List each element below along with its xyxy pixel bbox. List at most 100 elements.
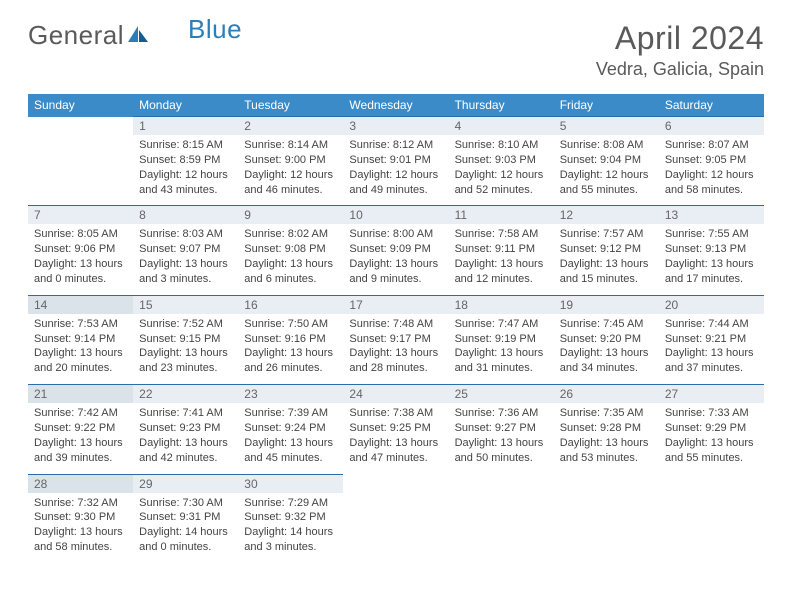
day-content: Sunrise: 7:55 AMSunset: 9:13 PMDaylight:… — [659, 224, 764, 294]
title-block: April 2024 Vedra, Galicia, Spain — [596, 20, 764, 80]
day-header: Tuesday — [238, 94, 343, 117]
page-header: General Blue April 2024 Vedra, Galicia, … — [28, 20, 764, 80]
day-header: Monday — [133, 94, 238, 117]
day-number: 10 — [343, 206, 448, 224]
day-number: 6 — [659, 117, 764, 135]
day-header: Sunday — [28, 94, 133, 117]
day-content: Sunrise: 7:44 AMSunset: 9:21 PMDaylight:… — [659, 314, 764, 384]
day-content: Sunrise: 8:14 AMSunset: 9:00 PMDaylight:… — [238, 135, 343, 205]
day-cell: 17Sunrise: 7:48 AMSunset: 9:17 PMDayligh… — [343, 295, 448, 384]
day-cell: 30Sunrise: 7:29 AMSunset: 9:32 PMDayligh… — [238, 474, 343, 563]
day-header: Wednesday — [343, 94, 448, 117]
day-cell: 23Sunrise: 7:39 AMSunset: 9:24 PMDayligh… — [238, 385, 343, 474]
week-row: 21Sunrise: 7:42 AMSunset: 9:22 PMDayligh… — [28, 385, 764, 474]
day-cell: 20Sunrise: 7:44 AMSunset: 9:21 PMDayligh… — [659, 295, 764, 384]
day-content: Sunrise: 7:52 AMSunset: 9:15 PMDaylight:… — [133, 314, 238, 384]
day-number: 2 — [238, 117, 343, 135]
day-number: 8 — [133, 206, 238, 224]
day-content: Sunrise: 7:41 AMSunset: 9:23 PMDaylight:… — [133, 403, 238, 473]
day-cell: 8Sunrise: 8:03 AMSunset: 9:07 PMDaylight… — [133, 206, 238, 295]
day-cell: 12Sunrise: 7:57 AMSunset: 9:12 PMDayligh… — [554, 206, 659, 295]
day-content: Sunrise: 7:36 AMSunset: 9:27 PMDaylight:… — [449, 403, 554, 473]
day-number: 16 — [238, 296, 343, 314]
day-content: Sunrise: 7:50 AMSunset: 9:16 PMDaylight:… — [238, 314, 343, 384]
day-content: Sunrise: 7:47 AMSunset: 9:19 PMDaylight:… — [449, 314, 554, 384]
day-cell: 18Sunrise: 7:47 AMSunset: 9:19 PMDayligh… — [449, 295, 554, 384]
day-number: 3 — [343, 117, 448, 135]
day-cell: 24Sunrise: 7:38 AMSunset: 9:25 PMDayligh… — [343, 385, 448, 474]
logo-text-2: Blue — [188, 14, 242, 45]
day-content: Sunrise: 7:33 AMSunset: 9:29 PMDaylight:… — [659, 403, 764, 473]
day-cell: 14Sunrise: 7:53 AMSunset: 9:14 PMDayligh… — [28, 295, 133, 384]
day-cell: 1Sunrise: 8:15 AMSunset: 8:59 PMDaylight… — [133, 117, 238, 206]
week-row: 28Sunrise: 7:32 AMSunset: 9:30 PMDayligh… — [28, 474, 764, 563]
logo: General Blue — [28, 20, 204, 51]
day-content: Sunrise: 8:00 AMSunset: 9:09 PMDaylight:… — [343, 224, 448, 294]
day-number: 20 — [659, 296, 764, 314]
day-number: 7 — [28, 206, 133, 224]
day-cell — [28, 117, 133, 206]
day-cell: 29Sunrise: 7:30 AMSunset: 9:31 PMDayligh… — [133, 474, 238, 563]
day-cell — [659, 474, 764, 563]
day-number: 28 — [28, 475, 133, 493]
day-content: Sunrise: 8:05 AMSunset: 9:06 PMDaylight:… — [28, 224, 133, 294]
day-content: Sunrise: 7:57 AMSunset: 9:12 PMDaylight:… — [554, 224, 659, 294]
day-cell: 22Sunrise: 7:41 AMSunset: 9:23 PMDayligh… — [133, 385, 238, 474]
day-header-row: SundayMondayTuesdayWednesdayThursdayFrid… — [28, 94, 764, 117]
day-cell: 11Sunrise: 7:58 AMSunset: 9:11 PMDayligh… — [449, 206, 554, 295]
day-cell: 16Sunrise: 7:50 AMSunset: 9:16 PMDayligh… — [238, 295, 343, 384]
day-number: 21 — [28, 385, 133, 403]
day-cell: 3Sunrise: 8:12 AMSunset: 9:01 PMDaylight… — [343, 117, 448, 206]
day-number: 27 — [659, 385, 764, 403]
day-content: Sunrise: 8:02 AMSunset: 9:08 PMDaylight:… — [238, 224, 343, 294]
day-number: 18 — [449, 296, 554, 314]
day-cell — [343, 474, 448, 563]
day-content: Sunrise: 7:39 AMSunset: 9:24 PMDaylight:… — [238, 403, 343, 473]
day-number: 30 — [238, 475, 343, 493]
day-number: 11 — [449, 206, 554, 224]
day-number: 26 — [554, 385, 659, 403]
calendar-table: SundayMondayTuesdayWednesdayThursdayFrid… — [28, 94, 764, 563]
day-number: 4 — [449, 117, 554, 135]
day-content: Sunrise: 8:03 AMSunset: 9:07 PMDaylight:… — [133, 224, 238, 294]
day-content: Sunrise: 7:32 AMSunset: 9:30 PMDaylight:… — [28, 493, 133, 563]
day-content: Sunrise: 8:10 AMSunset: 9:03 PMDaylight:… — [449, 135, 554, 205]
day-header: Saturday — [659, 94, 764, 117]
day-content: Sunrise: 7:58 AMSunset: 9:11 PMDaylight:… — [449, 224, 554, 294]
day-number: 24 — [343, 385, 448, 403]
month-title: April 2024 — [596, 20, 764, 57]
day-cell: 15Sunrise: 7:52 AMSunset: 9:15 PMDayligh… — [133, 295, 238, 384]
day-content: Sunrise: 8:07 AMSunset: 9:05 PMDaylight:… — [659, 135, 764, 205]
day-cell: 5Sunrise: 8:08 AMSunset: 9:04 PMDaylight… — [554, 117, 659, 206]
day-cell — [449, 474, 554, 563]
day-content: Sunrise: 8:08 AMSunset: 9:04 PMDaylight:… — [554, 135, 659, 205]
day-content: Sunrise: 7:42 AMSunset: 9:22 PMDaylight:… — [28, 403, 133, 473]
day-content: Sunrise: 7:48 AMSunset: 9:17 PMDaylight:… — [343, 314, 448, 384]
calendar-body: 1Sunrise: 8:15 AMSunset: 8:59 PMDaylight… — [28, 117, 764, 563]
day-number: 22 — [133, 385, 238, 403]
day-content: Sunrise: 7:30 AMSunset: 9:31 PMDaylight:… — [133, 493, 238, 563]
day-number: 15 — [133, 296, 238, 314]
day-number: 12 — [554, 206, 659, 224]
day-cell: 21Sunrise: 7:42 AMSunset: 9:22 PMDayligh… — [28, 385, 133, 474]
day-content: Sunrise: 7:38 AMSunset: 9:25 PMDaylight:… — [343, 403, 448, 473]
day-content: Sunrise: 8:12 AMSunset: 9:01 PMDaylight:… — [343, 135, 448, 205]
day-cell: 25Sunrise: 7:36 AMSunset: 9:27 PMDayligh… — [449, 385, 554, 474]
day-cell: 9Sunrise: 8:02 AMSunset: 9:08 PMDaylight… — [238, 206, 343, 295]
day-number: 5 — [554, 117, 659, 135]
day-cell: 4Sunrise: 8:10 AMSunset: 9:03 PMDaylight… — [449, 117, 554, 206]
day-content: Sunrise: 8:15 AMSunset: 8:59 PMDaylight:… — [133, 135, 238, 205]
day-cell: 7Sunrise: 8:05 AMSunset: 9:06 PMDaylight… — [28, 206, 133, 295]
day-number: 17 — [343, 296, 448, 314]
day-number: 13 — [659, 206, 764, 224]
logo-text-1: General — [28, 20, 124, 51]
day-cell: 10Sunrise: 8:00 AMSunset: 9:09 PMDayligh… — [343, 206, 448, 295]
day-cell: 26Sunrise: 7:35 AMSunset: 9:28 PMDayligh… — [554, 385, 659, 474]
day-cell: 19Sunrise: 7:45 AMSunset: 9:20 PMDayligh… — [554, 295, 659, 384]
week-row: 1Sunrise: 8:15 AMSunset: 8:59 PMDaylight… — [28, 117, 764, 206]
day-number: 14 — [28, 296, 133, 314]
sail-icon — [126, 20, 150, 51]
day-cell: 28Sunrise: 7:32 AMSunset: 9:30 PMDayligh… — [28, 474, 133, 563]
day-cell — [554, 474, 659, 563]
week-row: 14Sunrise: 7:53 AMSunset: 9:14 PMDayligh… — [28, 295, 764, 384]
